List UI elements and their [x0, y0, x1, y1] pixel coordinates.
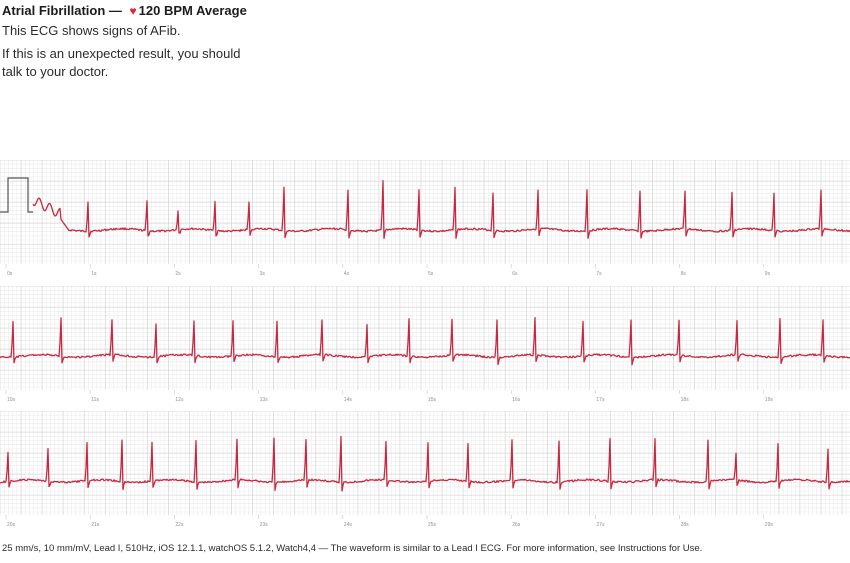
time-label: 24s	[344, 522, 353, 528]
time-label: 12s	[175, 397, 184, 403]
rhythm-classification: Atrial Fibrillation	[2, 3, 106, 18]
average-bpm: 120 BPM Average	[138, 3, 247, 18]
time-label: 29s	[765, 522, 774, 528]
time-label: 16s	[512, 397, 521, 403]
ecg-grid	[0, 411, 850, 515]
time-label: 20s	[7, 522, 16, 528]
time-label: 9s	[765, 271, 771, 277]
ecg-trace	[32, 179, 850, 240]
heart-icon: ♥	[129, 4, 137, 18]
ecg-recording-info: 25 mm/s, 10 mm/mV, Lead I, 510Hz, iOS 12…	[2, 543, 703, 554]
time-label: 26s	[512, 522, 521, 528]
time-label: 14s	[344, 397, 353, 403]
time-label: 27s	[596, 522, 605, 528]
ecg-grid	[0, 286, 850, 390]
title-dash: —	[108, 3, 122, 18]
time-label: 23s	[260, 522, 269, 528]
time-label: 2s	[175, 271, 181, 277]
ecg-trace	[0, 316, 850, 366]
ecg-strip-2: 10s 11s 12s 13s 14s 15s 16s 17s 18s 19s	[0, 286, 850, 403]
time-label: 3s	[260, 271, 266, 277]
grid-minor-lines	[0, 411, 850, 515]
time-label: 19s	[765, 397, 774, 403]
ecg-strip-3: 20s 21s 22s 23s 24s 25s 26s 27s 28s 29s	[0, 411, 850, 528]
time-label: 11s	[91, 397, 99, 403]
time-label: 21s	[91, 522, 100, 528]
calibration-square	[0, 177, 33, 213]
time-label: 13s	[260, 397, 269, 403]
time-axis-labels: 20s 21s 22s 23s 24s 25s 26s 27s 28s 29s	[5, 515, 774, 528]
time-label: 28s	[681, 522, 690, 528]
ecg-strip-3-graph: 20s 21s 22s 23s 24s 25s 26s 27s 28s 29s	[0, 411, 850, 528]
ecg-trace	[0, 435, 850, 492]
ecg-grid	[0, 160, 850, 264]
ecg-strip-1-graph: 0s 1s 2s 3s 4s 5s 6s 7s 8s 9s	[0, 160, 850, 277]
grid-minor-lines	[0, 286, 850, 390]
time-label: 25s	[428, 522, 437, 528]
result-header: Atrial Fibrillation — ♥ 120 BPM Average T…	[2, 0, 422, 81]
time-label: 8s	[681, 271, 687, 277]
ecg-strip-1: 0s 1s 2s 3s 4s 5s 6s 7s 8s 9s	[0, 160, 850, 277]
time-label: 0s	[7, 271, 13, 277]
time-label: 10s	[7, 397, 16, 403]
grid-major-lines	[0, 160, 850, 264]
ecg-strip-2-graph: 10s 11s 12s 13s 14s 15s 16s 17s 18s 19s	[0, 286, 850, 403]
time-label: 6s	[512, 271, 518, 277]
time-axis-labels: 10s 11s 12s 13s 14s 15s 16s 17s 18s 19s	[5, 390, 774, 403]
time-label: 15s	[428, 397, 437, 403]
time-label: 17s	[596, 397, 605, 403]
time-label: 7s	[596, 271, 602, 277]
time-label: 4s	[344, 271, 350, 277]
result-title-line: Atrial Fibrillation — ♥ 120 BPM Average	[2, 2, 422, 20]
time-label: 1s	[91, 271, 97, 277]
afib-signs-text: This ECG shows signs of AFib.	[2, 23, 181, 38]
time-axis-labels: 0s 1s 2s 3s 4s 5s 6s 7s 8s 9s	[5, 264, 771, 277]
calibration-pulse	[0, 177, 33, 213]
advice-text: If this is an unexpected result, you sho…	[2, 46, 241, 79]
time-label: 22s	[175, 522, 184, 528]
time-label: 5s	[428, 271, 434, 277]
time-label: 18s	[681, 397, 690, 403]
